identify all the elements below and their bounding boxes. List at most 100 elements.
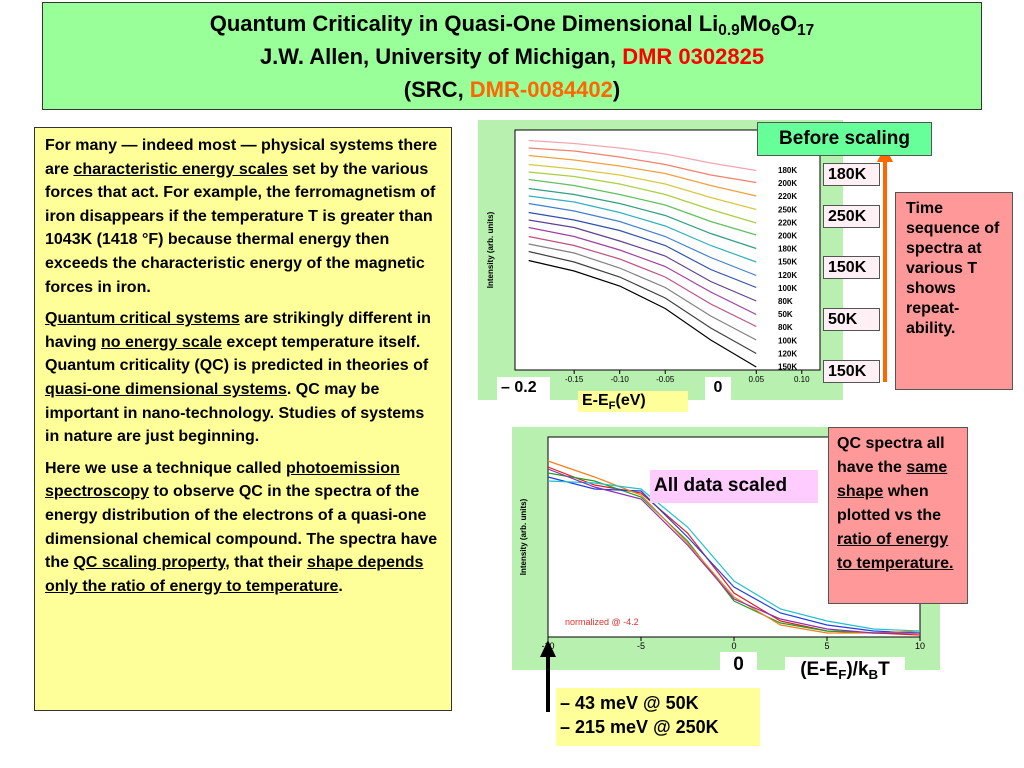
text-run: (SRC, <box>403 77 470 102</box>
x-tick-label: -5 <box>637 641 645 651</box>
x-axis-label: (E-EF)/kBT <box>785 657 905 685</box>
legend-entry: 100K <box>778 284 797 293</box>
text-run: )/k <box>846 659 869 680</box>
text-run: no energy scale <box>101 333 222 351</box>
text-run: QC scaling property <box>73 554 226 572</box>
x-tick-label: 5 <box>824 641 829 651</box>
series-line <box>547 468 920 634</box>
text-run: (E-E <box>800 659 839 680</box>
text-run: Here we use a technique called <box>45 459 286 477</box>
text-run: For many — indeed most — physical system… <box>45 137 438 178</box>
text-run: (eV) <box>615 392 646 409</box>
legend-entry: 180K <box>778 166 797 175</box>
text-run: Mo <box>739 11 772 36</box>
series-line <box>528 259 757 368</box>
text-run: QC spectra all have the <box>837 435 945 476</box>
legend-entry: 80K <box>778 323 793 332</box>
text-run: . <box>338 577 343 595</box>
y-axis-label: Intensity (arb. units) <box>519 498 528 575</box>
annotation: – 0.2 <box>497 377 550 400</box>
series-line <box>528 235 757 328</box>
legend-entry: 220K <box>778 218 797 227</box>
x-tick-label: 0 <box>731 641 736 651</box>
text-run: 0.9 <box>718 22 740 39</box>
scale-note: – 43 meV @ 50K – 215 meV @ 250K <box>556 688 760 746</box>
text-run: DMR 0302825 <box>622 44 765 69</box>
series-line <box>528 243 757 341</box>
text-run: Quantum Criticality in Quasi-One Dimensi… <box>209 11 719 36</box>
text-run: same shape <box>837 459 948 500</box>
legend-entry: 150K <box>778 258 797 267</box>
paragraph: For many — indeed most — physical system… <box>45 134 441 299</box>
text-run: F <box>608 400 616 412</box>
series-line <box>528 250 757 355</box>
x-tick-label: -0.10 <box>611 375 630 384</box>
temperature-marker: 180K <box>823 163 880 186</box>
series-line <box>528 154 757 197</box>
scale-line: – 215 meV @ 250K <box>560 717 719 737</box>
legend-entry: 80K <box>778 297 793 306</box>
x-tick-label: 0.05 <box>748 375 764 384</box>
text-run: when plotted vs the <box>837 483 942 524</box>
legend-entry: 120K <box>778 349 797 358</box>
series-line <box>547 472 920 634</box>
series-line <box>528 139 757 172</box>
text-run: characteristic energy scales <box>73 160 288 178</box>
x-tick-label: 0.10 <box>794 375 810 384</box>
x-tick-label: -10 <box>541 641 554 651</box>
title-line: (SRC, DMR-0084402) <box>43 73 981 106</box>
legend-entry: 200K <box>778 179 797 188</box>
side-note: QC spectra all have the same shape when … <box>828 427 968 604</box>
series-line <box>528 211 757 289</box>
side-note: Time sequence of spectra at various T sh… <box>895 192 1013 390</box>
x-tick-label: -0.05 <box>656 375 675 384</box>
text-run: ) <box>612 77 621 102</box>
text-run: . QC may be important in nano-technology… <box>45 380 425 446</box>
series-line <box>528 187 757 250</box>
scale-line: – 43 meV @ 50K <box>560 693 699 713</box>
title-line: J.W. Allen, University of Michigan, DMR … <box>43 40 981 73</box>
legend-entry: 220K <box>778 192 797 201</box>
series-line <box>547 476 921 634</box>
text-run: shape depends only the ratio of energy t… <box>45 554 424 595</box>
series-line <box>528 163 757 211</box>
text-run: quasi-one dimensional systems <box>45 380 287 398</box>
legend-entry: 120K <box>778 271 797 280</box>
paragraph: Quantum critical systems are strikingly … <box>45 307 441 449</box>
text-run: 17 <box>797 22 815 39</box>
paragraph: Here we use a technique called photoemis… <box>45 457 441 599</box>
legend-entry: 50K <box>778 310 793 319</box>
inset-note: normalized @ -4.2 <box>565 617 639 627</box>
text-run: Quantum critical systems <box>45 310 240 328</box>
series-line <box>528 226 757 316</box>
text-run: are strikingly different in having <box>45 310 431 351</box>
text-run: B <box>868 667 879 682</box>
annotation: 0 <box>705 377 731 400</box>
series-line <box>547 480 921 632</box>
chart-title: All data scaled <box>650 470 818 503</box>
series-line <box>528 147 757 184</box>
text-run: J.W. Allen, University of Michigan, <box>259 44 623 69</box>
text-run: O <box>780 11 798 36</box>
legend-entry: 100K <box>778 336 797 345</box>
temperature-marker: 250K <box>823 205 880 228</box>
series-line <box>547 460 921 634</box>
y-axis-label: Intensity (arb. units) <box>486 211 495 288</box>
series-line <box>528 178 757 236</box>
text-run: DMR-0084402 <box>469 77 613 102</box>
temperature-marker: 150K <box>823 360 880 383</box>
chart-before: -0.15 -0.10 -0.05 0.05 0.10 Intensity (arb. u… <box>478 120 843 400</box>
title-line: Quantum Criticality in Quasi-One Dimensi… <box>43 7 981 40</box>
text-run: E-E <box>582 392 609 409</box>
text-run: ratio of energy to temperature. <box>837 531 954 572</box>
text-run: 6 <box>771 22 780 39</box>
x-tick-label: 10 <box>915 641 925 651</box>
text-box: For many — indeed most — physical system… <box>34 127 452 711</box>
text-run: T <box>878 659 890 680</box>
text-run: set by the various forces that act. For … <box>45 160 436 296</box>
title-box: Quantum Criticality in Quasi-One Dimensi… <box>42 2 982 110</box>
text-run: to observe QC in the spectra of the ener… <box>45 483 438 572</box>
series-line <box>528 202 757 277</box>
x-tick-label: -0.15 <box>565 375 584 384</box>
